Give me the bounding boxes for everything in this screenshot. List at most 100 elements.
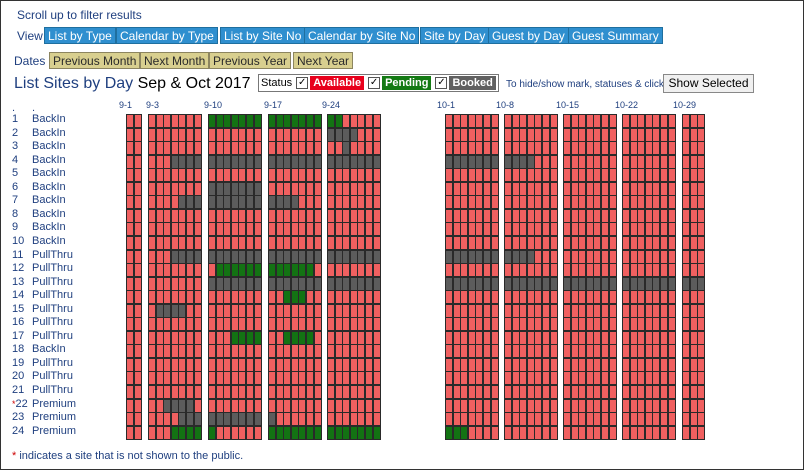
day-cell[interactable] [357,276,366,291]
day-cell[interactable] [660,235,669,250]
day-cell[interactable] [313,317,322,332]
day-cell[interactable] [652,263,661,278]
day-cell[interactable] [467,127,476,142]
day-cell[interactable] [563,222,572,237]
day-cell[interactable] [313,208,322,223]
day-cell[interactable] [534,168,543,183]
day-cell[interactable] [306,290,315,305]
day-cell[interactable] [186,127,195,142]
day-cell[interactable] [193,181,202,196]
next-month-button[interactable]: Next Month [140,52,210,69]
day-cell[interactable] [519,263,528,278]
day-cell[interactable] [697,195,706,210]
day-cell[interactable] [622,290,631,305]
day-cell[interactable] [253,344,262,359]
day-cell[interactable] [549,425,558,440]
day-cell[interactable] [452,168,461,183]
day-cell[interactable] [697,344,706,359]
day-cell[interactable] [460,168,469,183]
day-cell[interactable] [342,222,351,237]
day-cell[interactable] [629,290,638,305]
day-cell[interactable] [490,276,499,291]
day-cell[interactable] [460,330,469,345]
day-cell[interactable] [155,154,164,169]
day-cell[interactable] [275,181,284,196]
day-cell[interactable] [490,303,499,318]
day-cell[interactable] [349,114,358,129]
day-cell[interactable] [253,330,262,345]
day-cell[interactable] [593,208,602,223]
day-cell[interactable] [170,371,179,386]
day-cell[interactable] [526,181,535,196]
day-cell[interactable] [667,154,676,169]
day-cell[interactable] [652,276,661,291]
day-cell[interactable] [637,141,646,156]
day-cell[interactable] [349,330,358,345]
day-cell[interactable] [313,222,322,237]
day-cell[interactable] [644,127,653,142]
day-cell[interactable] [585,195,594,210]
day-cell[interactable] [511,249,520,264]
day-cell[interactable] [334,168,343,183]
day-cell[interactable] [644,276,653,291]
day-cell[interactable] [215,181,224,196]
day-cell[interactable] [349,195,358,210]
day-cell[interactable] [313,357,322,372]
day-cell[interactable] [542,141,551,156]
day-cell[interactable] [585,168,594,183]
day-cell[interactable] [460,357,469,372]
day-cell[interactable] [601,181,610,196]
day-cell[interactable] [170,249,179,264]
day-cell[interactable] [357,168,366,183]
day-cell[interactable] [334,195,343,210]
day-cell[interactable] [126,195,135,210]
day-cell[interactable] [526,290,535,305]
day-cell[interactable] [689,290,698,305]
view-list-by-type-button[interactable]: List by Type [44,27,116,44]
day-cell[interactable] [637,168,646,183]
day-cell[interactable] [327,344,336,359]
day-cell[interactable] [475,276,484,291]
day-cell[interactable] [452,303,461,318]
day-cell[interactable] [490,330,499,345]
day-cell[interactable] [238,344,247,359]
day-cell[interactable] [349,290,358,305]
day-cell[interactable] [490,290,499,305]
day-cell[interactable] [365,317,374,332]
day-cell[interactable] [504,168,513,183]
day-cell[interactable] [578,263,587,278]
day-cell[interactable] [246,317,255,332]
day-cell[interactable] [445,195,454,210]
day-cell[interactable] [275,263,284,278]
day-cell[interactable] [526,195,535,210]
day-cell[interactable] [629,181,638,196]
day-cell[interactable] [223,263,232,278]
day-cell[interactable] [563,344,572,359]
site-type[interactable]: PullThru [32,289,73,302]
day-cell[interactable] [268,235,277,250]
day-cell[interactable] [563,154,572,169]
day-cell[interactable] [490,154,499,169]
day-cell[interactable] [511,235,520,250]
day-cell[interactable] [313,141,322,156]
day-cell[interactable] [511,263,520,278]
day-cell[interactable] [327,195,336,210]
day-cell[interactable] [148,181,157,196]
day-cell[interactable] [622,127,631,142]
day-cell[interactable] [667,330,676,345]
day-cell[interactable] [608,222,617,237]
day-cell[interactable] [155,330,164,345]
day-cell[interactable] [334,303,343,318]
day-cell[interactable] [542,249,551,264]
day-cell[interactable] [372,371,381,386]
day-cell[interactable] [246,141,255,156]
day-cell[interactable] [549,222,558,237]
day-cell[interactable] [290,141,299,156]
day-cell[interactable] [155,290,164,305]
day-cell[interactable] [608,127,617,142]
day-cell[interactable] [660,154,669,169]
day-cell[interactable] [334,235,343,250]
day-cell[interactable] [133,330,142,345]
day-cell[interactable] [365,371,374,386]
day-cell[interactable] [253,357,262,372]
